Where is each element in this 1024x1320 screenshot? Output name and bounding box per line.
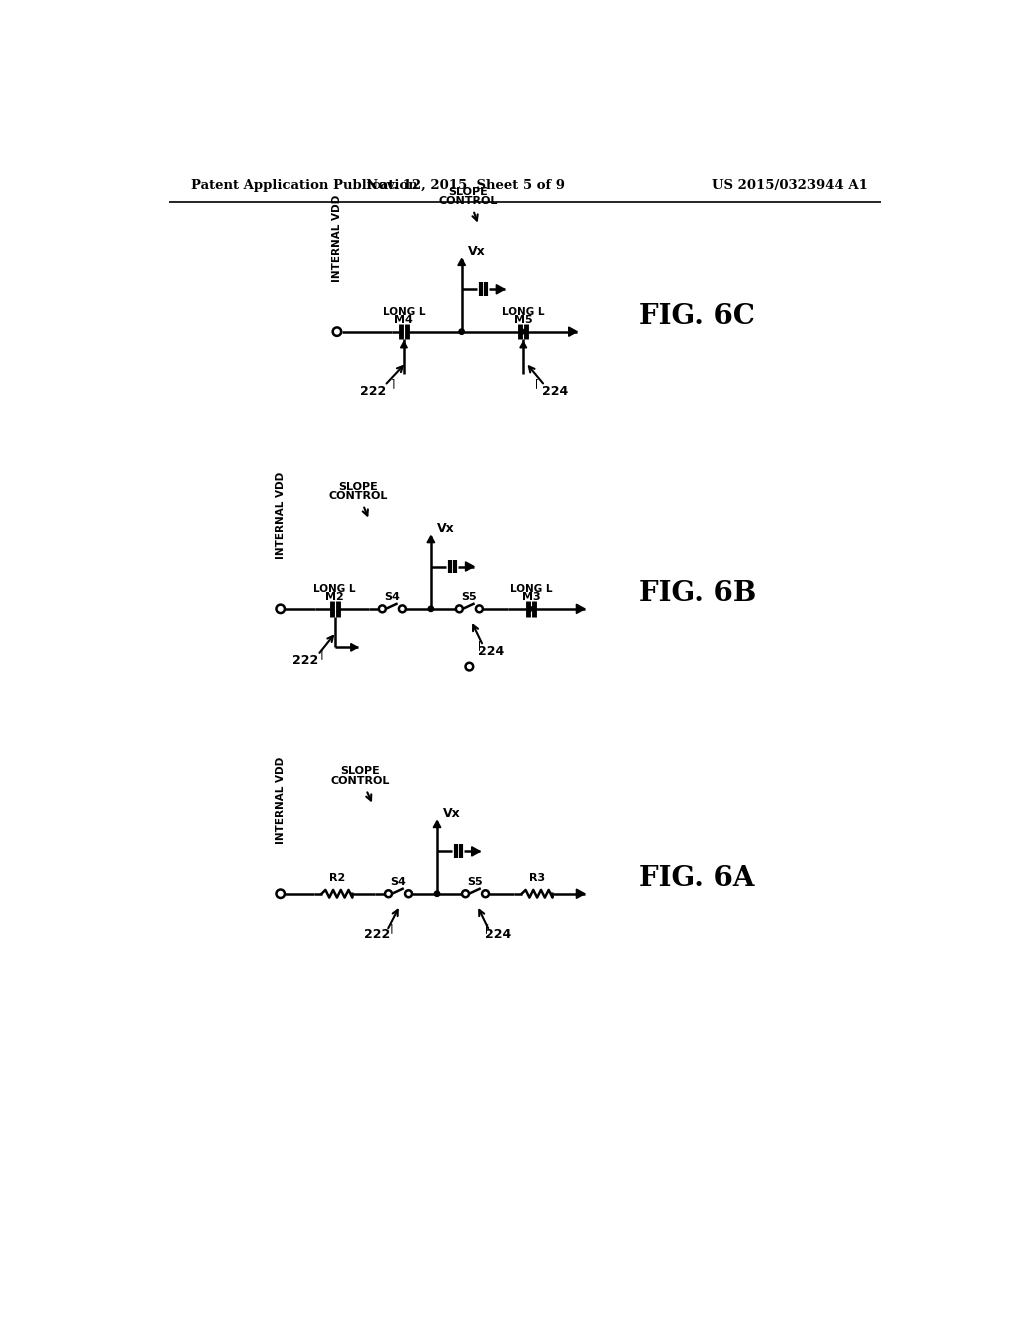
Text: 224: 224 <box>478 645 504 659</box>
Text: M3: M3 <box>521 593 541 602</box>
Circle shape <box>434 891 439 896</box>
Circle shape <box>459 329 464 334</box>
Text: M2: M2 <box>326 593 344 602</box>
Text: M4: M4 <box>394 315 414 325</box>
Polygon shape <box>472 846 480 857</box>
Polygon shape <box>577 605 585 614</box>
Text: $\lceil$: $\lceil$ <box>483 923 488 936</box>
Text: $\rceil$: $\rceil$ <box>318 648 324 661</box>
Text: $\rceil$: $\rceil$ <box>390 378 395 391</box>
Text: Nov. 12, 2015  Sheet 5 of 9: Nov. 12, 2015 Sheet 5 of 9 <box>366 178 565 191</box>
Text: US 2015/0323944 A1: US 2015/0323944 A1 <box>712 178 867 191</box>
Text: CONTROL: CONTROL <box>331 776 390 785</box>
Text: Vx: Vx <box>437 521 455 535</box>
Text: LONG L: LONG L <box>313 583 356 594</box>
Text: FIG. 6B: FIG. 6B <box>639 581 756 607</box>
Polygon shape <box>568 327 578 337</box>
Polygon shape <box>466 562 474 572</box>
Text: Patent Application Publication: Patent Application Publication <box>190 178 418 191</box>
Polygon shape <box>458 259 466 265</box>
Text: S5: S5 <box>468 876 483 887</box>
Text: INTERNAL VDD: INTERNAL VDD <box>275 471 286 558</box>
Polygon shape <box>427 536 434 543</box>
Text: SLOPE: SLOPE <box>340 767 380 776</box>
Text: S5: S5 <box>462 591 477 602</box>
Text: INTERNAL VDD: INTERNAL VDD <box>275 756 286 843</box>
Text: Vx: Vx <box>443 807 461 820</box>
Polygon shape <box>528 606 535 612</box>
Text: R2: R2 <box>329 874 345 883</box>
Text: LONG L: LONG L <box>502 306 545 317</box>
Text: R3: R3 <box>529 874 545 883</box>
Text: 224: 224 <box>485 928 512 941</box>
Text: 222: 222 <box>292 655 318 668</box>
Text: CONTROL: CONTROL <box>438 195 498 206</box>
Text: 222: 222 <box>360 385 386 397</box>
Text: M5: M5 <box>514 315 532 325</box>
Text: SLOPE: SLOPE <box>447 186 487 197</box>
Text: Vx: Vx <box>468 244 485 257</box>
Text: FIG. 6C: FIG. 6C <box>639 304 755 330</box>
Polygon shape <box>521 329 527 335</box>
Polygon shape <box>351 644 357 651</box>
Text: FIG. 6A: FIG. 6A <box>639 865 755 892</box>
Text: CONTROL: CONTROL <box>328 491 387 500</box>
Text: S4: S4 <box>390 876 407 887</box>
Polygon shape <box>497 285 505 294</box>
Text: SLOPE: SLOPE <box>338 482 378 491</box>
Text: S4: S4 <box>384 591 400 602</box>
Text: LONG L: LONG L <box>383 306 425 317</box>
Text: INTERNAL VDD: INTERNAL VDD <box>332 194 342 281</box>
Circle shape <box>428 606 433 611</box>
Polygon shape <box>400 342 408 348</box>
Polygon shape <box>577 890 585 899</box>
Text: LONG L: LONG L <box>510 583 552 594</box>
Text: $\lceil$: $\lceil$ <box>535 378 540 391</box>
Text: $\lceil$: $\lceil$ <box>477 639 482 652</box>
Text: $\rceil$: $\rceil$ <box>388 923 393 936</box>
Polygon shape <box>520 342 526 348</box>
Polygon shape <box>433 821 440 828</box>
Text: 224: 224 <box>543 385 568 397</box>
Text: 222: 222 <box>364 928 390 941</box>
